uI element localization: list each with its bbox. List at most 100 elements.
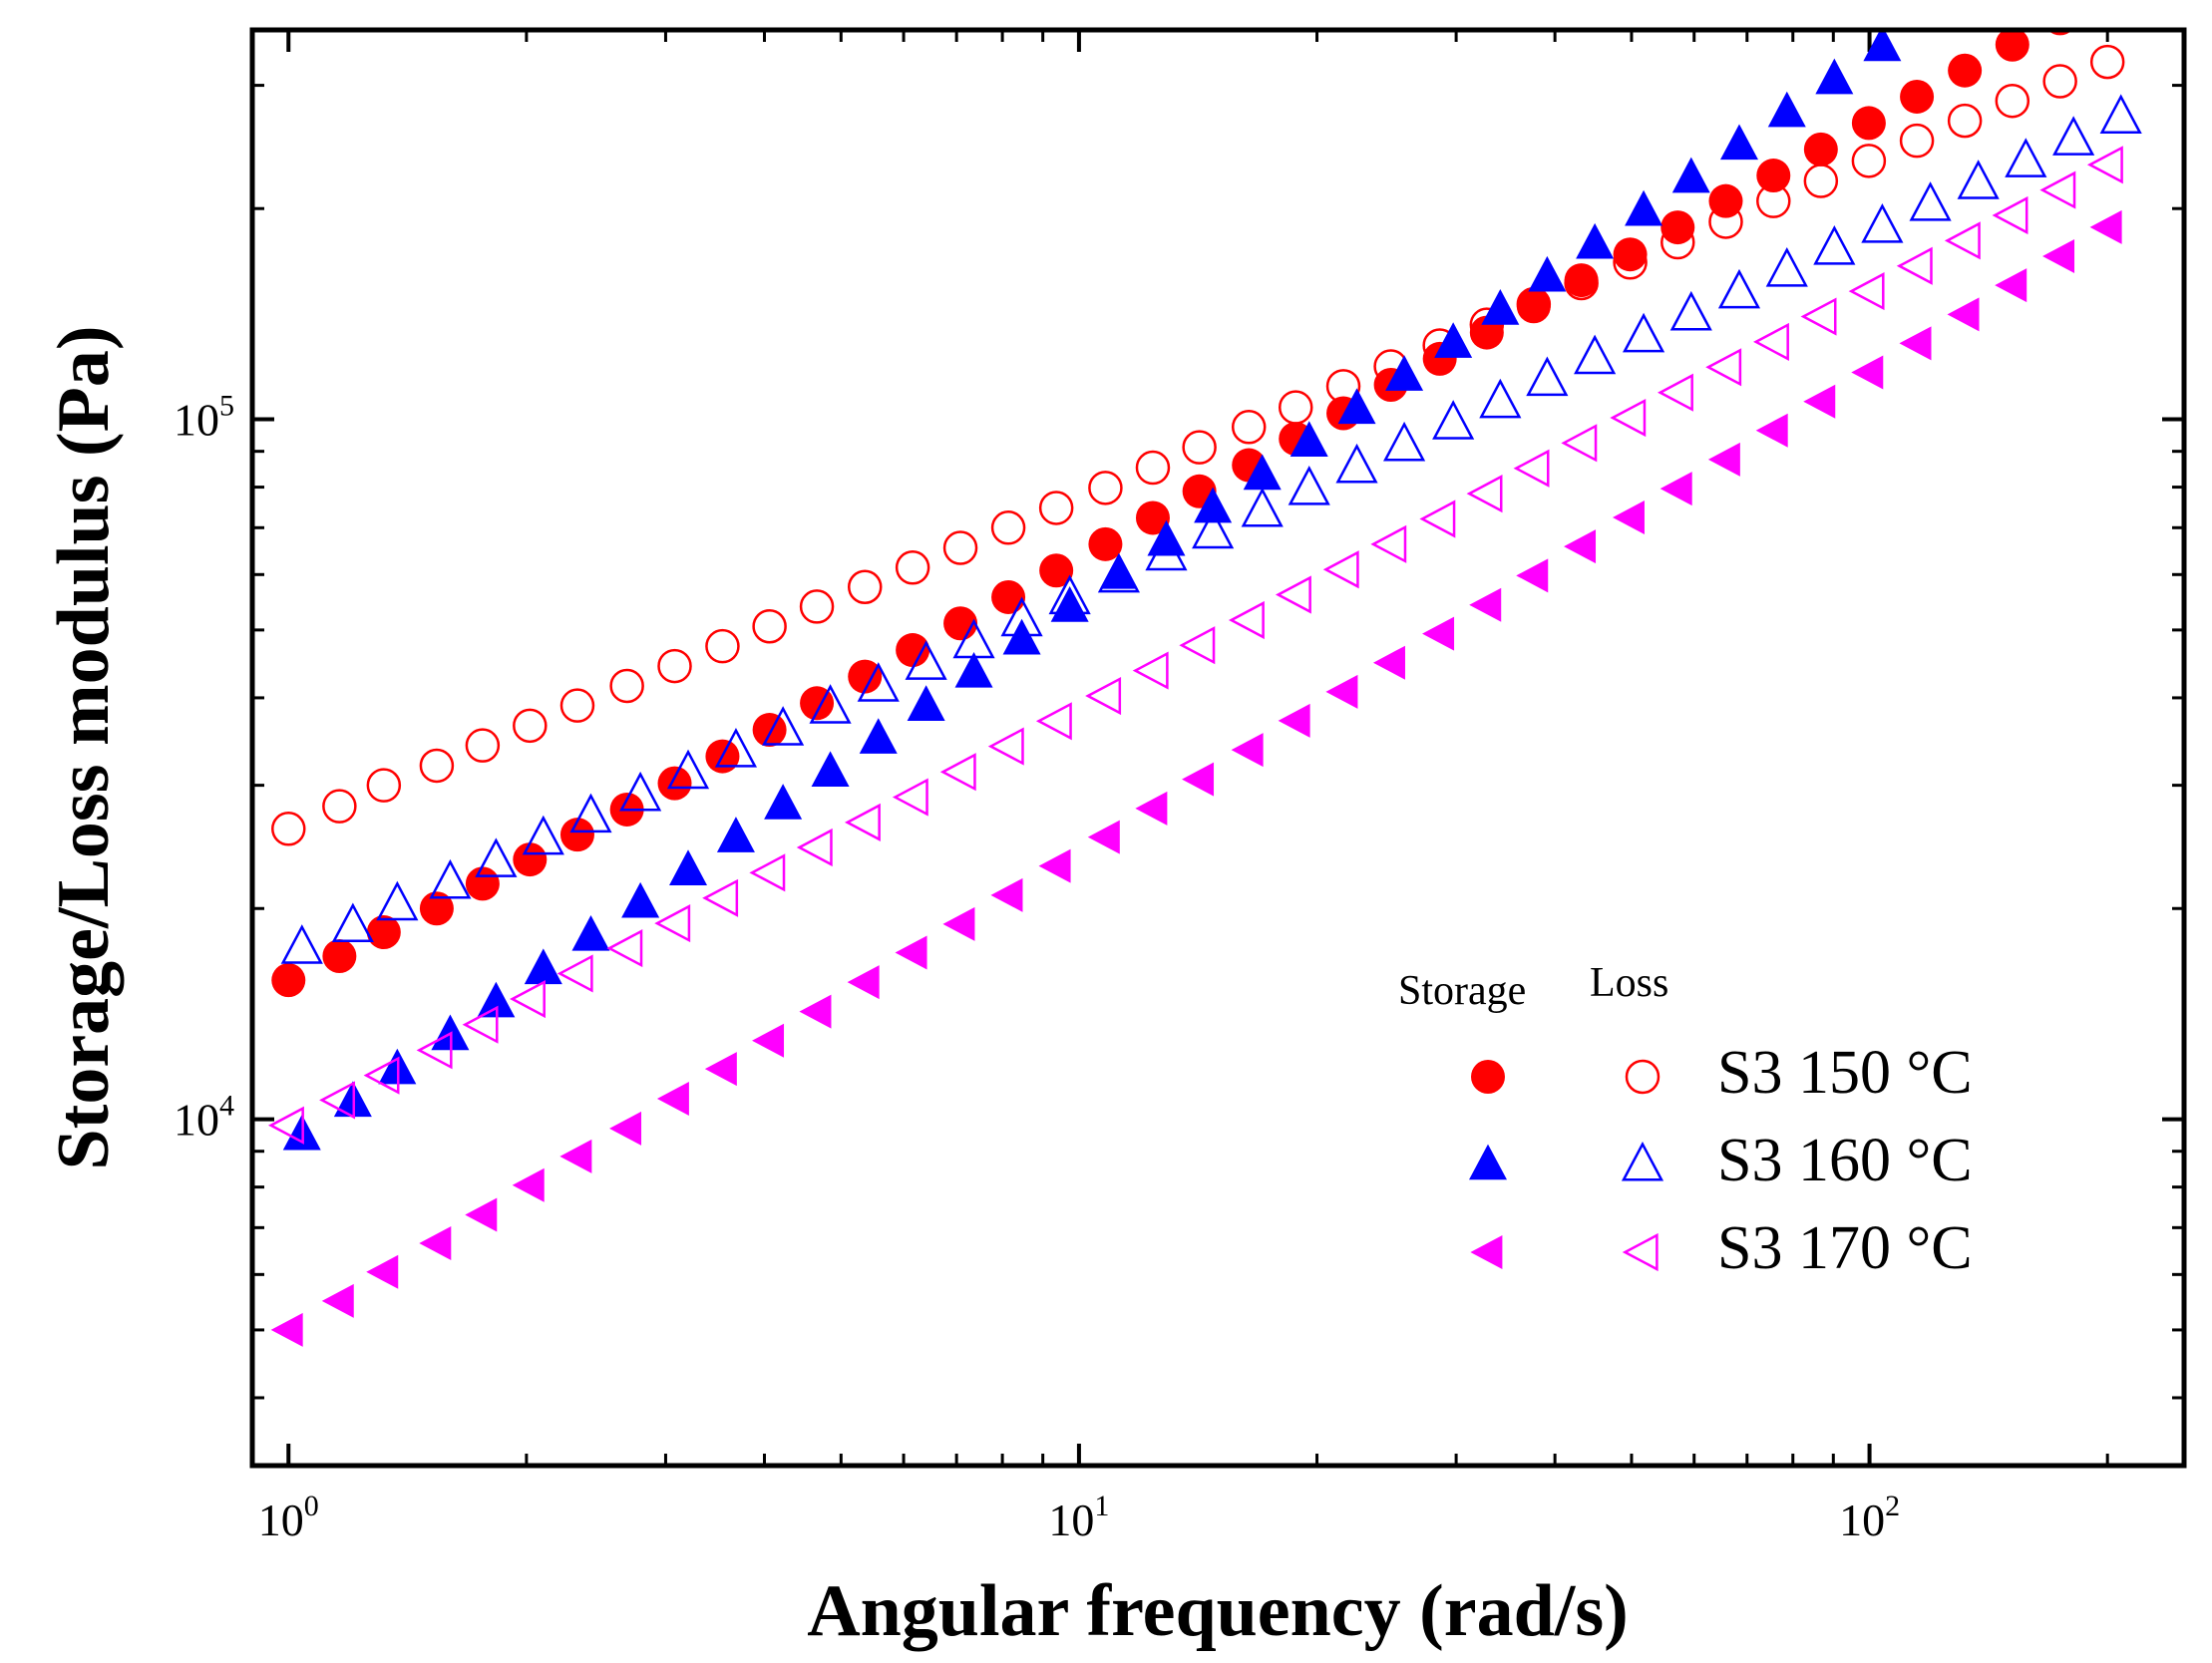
legend-label-170: S3 170 °C bbox=[1717, 1214, 1973, 1282]
data-point bbox=[1564, 265, 1599, 301]
data-point bbox=[376, 880, 419, 921]
data-point bbox=[1194, 487, 1233, 523]
data-point bbox=[990, 877, 1023, 912]
data-point bbox=[524, 948, 562, 985]
data-point bbox=[513, 842, 548, 877]
data-point bbox=[848, 659, 883, 694]
legend-label-160: S3 160 °C bbox=[1717, 1127, 1973, 1194]
data-point bbox=[1516, 289, 1551, 324]
data-point bbox=[1135, 450, 1171, 486]
data-point bbox=[1288, 466, 1330, 505]
data-point bbox=[1756, 183, 1791, 218]
data-point bbox=[654, 904, 691, 943]
data-point bbox=[857, 662, 900, 702]
data-point bbox=[419, 1225, 452, 1260]
legend-loss-marker bbox=[1625, 1059, 1660, 1095]
data-point bbox=[1564, 263, 1599, 298]
data-point bbox=[512, 1167, 545, 1202]
data-point bbox=[954, 651, 993, 688]
data-point bbox=[764, 784, 803, 820]
legend-loss-marker bbox=[1622, 1232, 1659, 1272]
data-point bbox=[2042, 238, 2075, 273]
data-point bbox=[796, 828, 833, 867]
data-point bbox=[1231, 410, 1267, 445]
data-point bbox=[559, 818, 594, 852]
series-loss-triangle-up-3 bbox=[280, 94, 2142, 964]
data-point bbox=[2086, 146, 2123, 184]
data-point bbox=[859, 718, 898, 754]
data-point bbox=[844, 803, 881, 841]
data-point bbox=[1861, 203, 1904, 243]
legend-storage-marker bbox=[1471, 1060, 1505, 1094]
data-point bbox=[366, 768, 402, 803]
data-point bbox=[1182, 762, 1215, 797]
data-point bbox=[431, 1014, 470, 1051]
series-storage-circle-0 bbox=[271, 30, 2073, 998]
legend-storage-marker bbox=[1470, 1235, 1503, 1269]
data-point bbox=[1803, 132, 1838, 166]
data-point bbox=[1241, 487, 1284, 527]
data-point bbox=[1623, 312, 1665, 353]
data-point bbox=[991, 579, 1026, 614]
x-tick-label: 101 bbox=[1048, 1490, 1109, 1545]
data-point bbox=[2039, 170, 2076, 209]
data-point bbox=[892, 778, 928, 817]
data-point bbox=[1947, 103, 1983, 139]
data-point bbox=[1000, 596, 1043, 637]
data-point bbox=[1574, 334, 1617, 375]
y-tick-label: 104 bbox=[174, 1090, 234, 1146]
data-point bbox=[1756, 159, 1791, 193]
axis-ticks: 100 101 102 104 105 bbox=[174, 30, 2184, 1545]
data-point bbox=[987, 727, 1024, 766]
data-point bbox=[510, 979, 546, 1019]
data-point bbox=[1765, 246, 1808, 287]
legend-loss-marker bbox=[1621, 1141, 1664, 1181]
data-point bbox=[1753, 322, 1789, 361]
data-point bbox=[1896, 246, 1933, 285]
data-point bbox=[1561, 424, 1598, 463]
data-point bbox=[1325, 369, 1361, 404]
data-point bbox=[896, 633, 930, 668]
data-point bbox=[1755, 413, 1788, 448]
data-point bbox=[465, 866, 500, 901]
legend-loss-header: Loss bbox=[1590, 960, 1668, 1006]
data-point bbox=[809, 684, 852, 724]
data-point bbox=[1576, 222, 1615, 259]
data-point bbox=[1383, 421, 1426, 462]
data-point bbox=[1516, 558, 1549, 593]
data-point bbox=[1099, 552, 1138, 589]
data-point bbox=[419, 748, 455, 784]
data-point bbox=[606, 929, 643, 968]
data-point bbox=[752, 1023, 785, 1058]
data-point bbox=[1813, 224, 1856, 265]
y-axis-title: Storage/Loss modulus (Pa) bbox=[43, 326, 125, 1170]
data-point bbox=[905, 640, 947, 680]
data-markers bbox=[268, 30, 2142, 1347]
data-point bbox=[1322, 550, 1359, 589]
data-point bbox=[1422, 616, 1455, 651]
data-point bbox=[1625, 189, 1663, 226]
data-point bbox=[1481, 289, 1520, 325]
series-loss-triangle-left-5 bbox=[268, 146, 2123, 1145]
data-point bbox=[1513, 449, 1550, 488]
data-point bbox=[1479, 378, 1522, 419]
data-point bbox=[571, 914, 610, 951]
data-point bbox=[1385, 355, 1424, 391]
data-point bbox=[1097, 552, 1140, 593]
data-point bbox=[702, 878, 739, 917]
data-point bbox=[1035, 702, 1072, 741]
data-point bbox=[1278, 390, 1313, 425]
data-point bbox=[366, 1254, 399, 1289]
data-point bbox=[1147, 519, 1186, 556]
data-point bbox=[1851, 355, 1884, 390]
data-point bbox=[1038, 848, 1071, 883]
series-storage-triangle-left-4 bbox=[270, 209, 2122, 1347]
data-point bbox=[1708, 204, 1743, 239]
data-point bbox=[1658, 373, 1693, 412]
data-point bbox=[268, 1106, 304, 1145]
data-point bbox=[322, 789, 357, 824]
data-point bbox=[1612, 500, 1645, 535]
data-point bbox=[477, 981, 516, 1018]
legend-storage-header: Storage bbox=[1398, 968, 1526, 1014]
